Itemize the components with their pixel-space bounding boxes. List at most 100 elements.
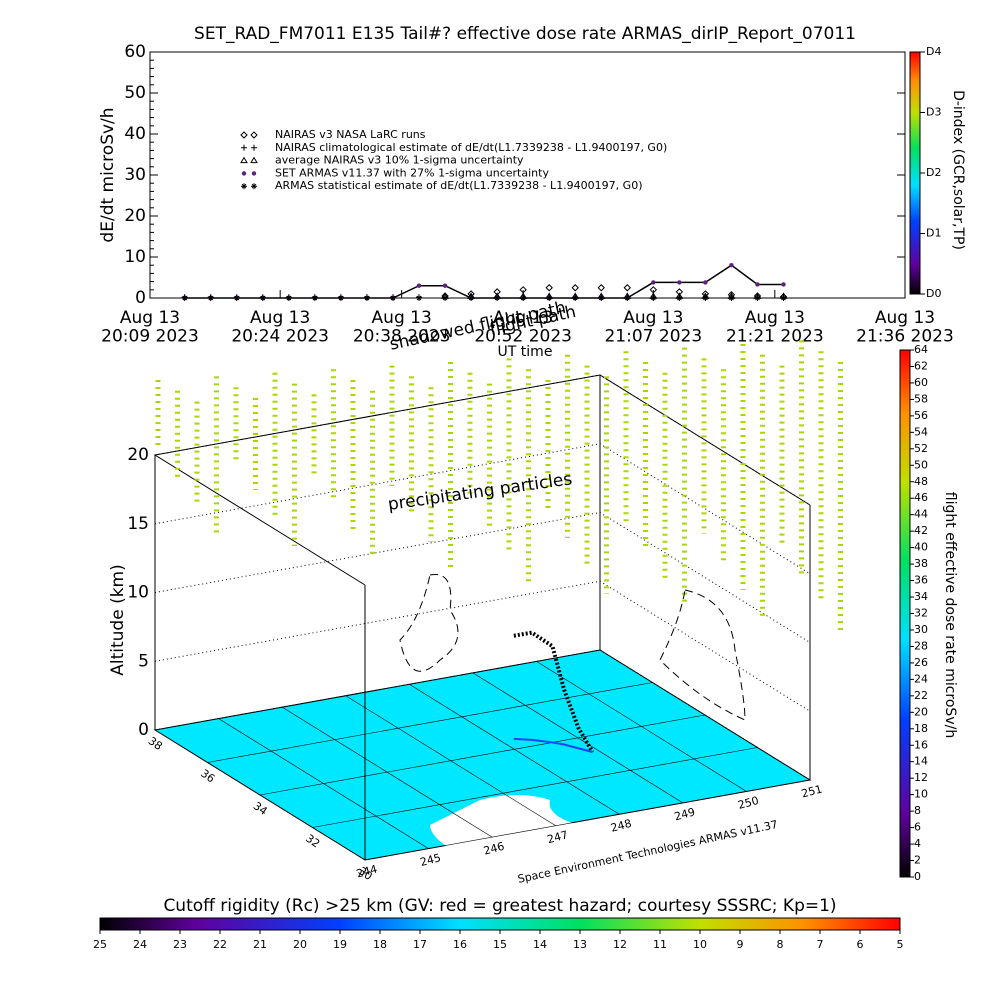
colorbar-tick-label: 12 — [914, 771, 928, 784]
x-tick-label: 246 — [482, 840, 506, 858]
colorbar-tick-label: 20 — [914, 705, 928, 718]
dot-marker — [677, 280, 682, 285]
colorbar-tick-label: 10 — [693, 938, 707, 951]
colorbar-tick-label: 52 — [914, 442, 928, 455]
y-tick-label: 40 — [124, 124, 146, 144]
x-tick-label: Aug 13 20:24 2023 — [231, 308, 329, 347]
colorbar-tick-label: 7 — [817, 938, 824, 951]
star-marker — [181, 295, 188, 301]
contour — [659, 589, 746, 721]
dot-marker — [703, 280, 708, 285]
colorbar-tick-label: 25 — [93, 938, 107, 951]
x-tick-label: Aug 13 21:36 2023 — [856, 308, 954, 347]
dot-marker — [241, 171, 247, 176]
colorbar-tick-label: 46 — [914, 491, 928, 504]
y-tick-label: 30 — [124, 165, 146, 185]
diamond-marker — [571, 284, 579, 292]
dot-marker — [251, 171, 257, 176]
dot-marker — [755, 282, 760, 287]
box-top — [153, 374, 811, 586]
x-tick-label: 245 — [419, 851, 443, 869]
colorbar-tick-label: 28 — [914, 639, 928, 652]
colorbar-tick-label: D0 — [926, 287, 941, 300]
colorbar-tick-label: 20 — [293, 938, 307, 951]
colorbar-tick-label: 17 — [413, 938, 427, 951]
colorbar-tick-label: 26 — [914, 656, 928, 669]
colorbar-tick-label: 40 — [914, 541, 928, 554]
colorbar-tick-label: 15 — [493, 938, 507, 951]
diamond-marker — [597, 284, 605, 292]
diamond-marker — [545, 284, 553, 292]
plus-marker — [241, 144, 247, 151]
colorbar-tick-label: 22 — [914, 689, 928, 702]
colorbar-tick-label: 60 — [914, 376, 928, 389]
star-marker — [754, 295, 761, 301]
legend-label: SET ARMAS v11.37 with 27% 1-sigma uncert… — [275, 166, 549, 179]
colorbar-tick-label: 56 — [914, 409, 928, 422]
legend-label: NAIRAS climatological estimate of dE/dt(… — [275, 141, 667, 154]
colorbar-label: flight effective dose rate microSv/h — [942, 492, 958, 738]
colorbar-tick-label: 24 — [133, 938, 147, 951]
colorbar-tick-label: 36 — [914, 574, 928, 587]
colorbar-tick-label: 11 — [653, 938, 667, 951]
star-marker — [624, 295, 631, 301]
star-marker — [233, 295, 240, 301]
star-marker — [389, 295, 396, 301]
star-marker — [676, 295, 683, 301]
star-marker — [702, 295, 709, 301]
z-tick-label: 15 — [127, 514, 149, 534]
contour — [399, 573, 459, 672]
x-axis-label: UT time — [498, 344, 553, 360]
legend-label: ARMAS statistical estimate of dE/dt(L1.7… — [275, 179, 642, 192]
grid-line — [259, 714, 706, 796]
colorbar-tick-label: 10 — [914, 788, 928, 801]
colorbar-tick-label: 32 — [914, 607, 928, 620]
grid-line — [154, 374, 811, 506]
colorbar-tick-label: 54 — [914, 425, 928, 438]
colorbar — [899, 349, 911, 878]
y-tick-label: 20 — [124, 206, 146, 226]
colorbar-tick-label: 38 — [914, 557, 928, 570]
colorbar — [99, 917, 901, 931]
x-tick-label: 251 — [800, 783, 824, 801]
colorbar-tick-label: 16 — [453, 938, 467, 951]
diamond-marker — [240, 131, 248, 139]
colorbar-tick-label: 14 — [914, 755, 928, 768]
star-marker — [251, 183, 257, 190]
star-marker — [337, 295, 344, 301]
colorbar-tick-label: 42 — [914, 524, 928, 537]
grid-line — [207, 682, 653, 763]
star-marker — [468, 295, 475, 301]
colorbar-tick-label: 14 — [533, 938, 547, 951]
star-marker — [311, 295, 318, 301]
grid-line — [154, 443, 811, 575]
z-tick-label: 20 — [127, 445, 149, 465]
star-marker — [442, 295, 449, 301]
star-marker — [780, 295, 787, 301]
colorbar-title: Cutoff rigidity (Rc) >25 km (GV: red = g… — [163, 896, 836, 916]
colorbar-tick-label: 12 — [613, 938, 627, 951]
colorbar-tick-label: 58 — [914, 392, 928, 405]
colorbar-tick-label: 5 — [897, 938, 904, 951]
x-tick-label: 244 — [355, 863, 379, 881]
z-tick-label: 10 — [127, 583, 149, 603]
plus-marker — [251, 144, 257, 151]
y-tick-label: 50 — [124, 83, 146, 103]
colorbar-tick-label: 6 — [857, 938, 864, 951]
x-tick-label: 248 — [609, 817, 633, 835]
x-tick-label: Aug 13 20:38 2023 — [353, 308, 451, 347]
colorbar-tick-label: 8 — [777, 938, 784, 951]
star-marker — [285, 295, 292, 301]
star-marker — [598, 295, 605, 301]
x-tick-label: 250 — [736, 794, 760, 812]
colorbar-tick-label: 9 — [737, 938, 744, 951]
y-axis-label: dE/dt microSv/h — [98, 107, 118, 242]
colorbar-tick-label: 64 — [914, 343, 928, 356]
annotation: precipitating particles — [387, 469, 574, 515]
colorbar-tick-label: 50 — [914, 458, 928, 471]
colorbar-tick-label: D4 — [926, 45, 941, 58]
star-marker — [241, 183, 247, 190]
colorbar-tick-label: D2 — [926, 166, 941, 179]
colorbar-tick-label: 21 — [253, 938, 267, 951]
